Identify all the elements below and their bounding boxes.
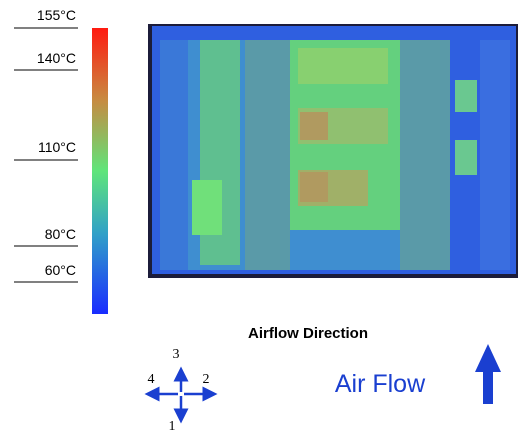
airflow-label: Air Flow xyxy=(335,370,426,398)
scale-label: 80°C xyxy=(45,226,76,242)
direction-compass xyxy=(144,366,218,424)
scale-label: 155°C xyxy=(37,7,76,23)
scale-label: 110°C xyxy=(38,139,76,155)
direction-number: 4 xyxy=(148,372,155,387)
airflow-arrow xyxy=(475,344,501,404)
scale-label: 60°C xyxy=(45,262,76,278)
color-bar-labels: 155°C 140°C 110°C 80°C 60°C xyxy=(14,7,78,283)
thermal-image xyxy=(148,24,518,278)
scale-label: 140°C xyxy=(37,50,76,66)
direction-number: 3 xyxy=(173,347,180,362)
direction-number: 2 xyxy=(203,372,210,387)
direction-number: 1 xyxy=(169,419,176,434)
airflow-title: Airflow Direction xyxy=(248,325,368,342)
color-bar xyxy=(92,28,108,314)
